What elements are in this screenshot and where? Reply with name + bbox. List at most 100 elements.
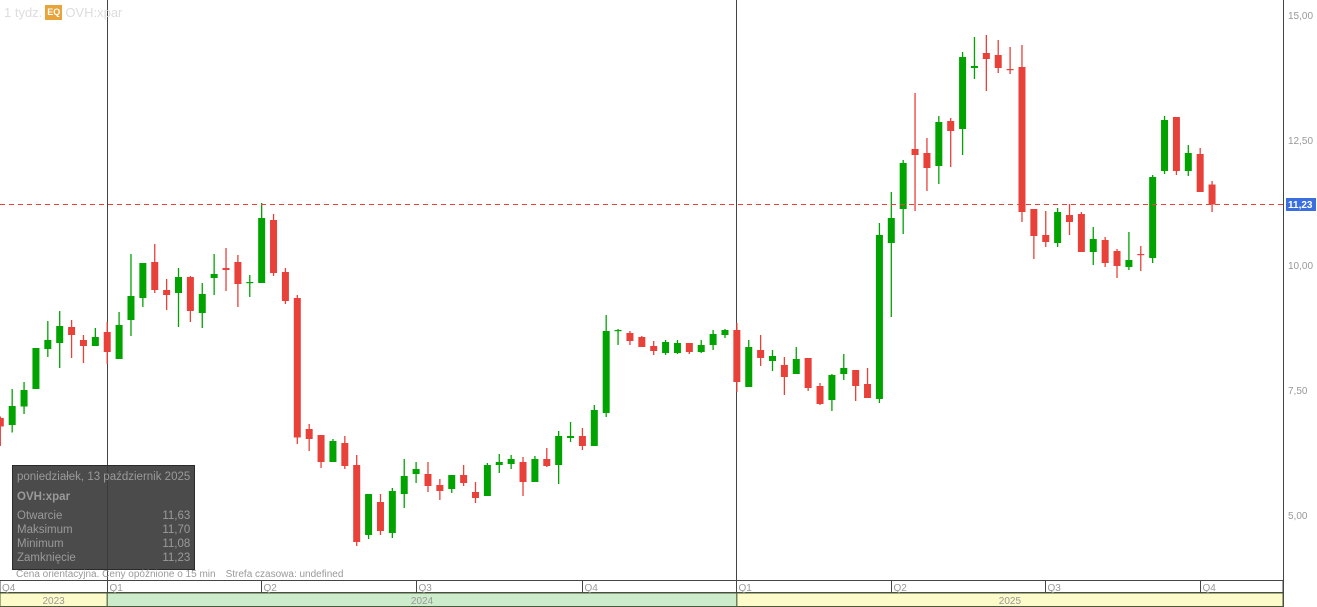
candle [1184,145,1192,176]
candle [412,462,420,483]
candle [1089,227,1097,265]
year-label: 2023 [42,596,65,607]
candle-body [887,218,895,243]
candle [1101,237,1109,267]
candle [436,479,444,500]
candle-body [20,390,28,407]
candle-body [1208,184,1216,205]
candle [448,475,456,493]
candle-body [68,327,76,335]
timezone-note: Strefa czasowa: undefined [225,569,344,580]
candle [745,340,753,387]
quarter-label: Q4 [2,583,16,594]
y-tick-label: 12,50 [1288,136,1313,147]
candle [1196,148,1204,192]
candle-body [1089,239,1097,252]
tooltip-symbol: OVH:xpar [17,491,71,503]
row-label: Minimum [17,538,64,550]
candle [329,439,337,462]
candle-body [0,418,4,427]
candle [638,336,646,347]
candle [685,343,693,354]
candle-body [709,334,717,345]
candle [163,279,171,310]
quarter-label: Q1 [739,583,753,594]
candle-body [103,332,111,352]
candle [281,268,289,304]
candle-body [733,330,741,382]
interval-label[interactable]: 1 tydz. [4,5,43,20]
row-value: 11,63 [162,510,191,522]
quarter-label: Q3 [419,583,433,594]
candle-body [757,350,765,358]
candle-body [697,345,705,352]
candle [816,383,824,405]
candle [614,329,622,345]
candle [804,358,812,391]
candle-body [911,149,919,155]
candle [507,455,515,469]
candle [151,244,159,293]
candle-body [519,462,527,482]
tooltip-row-open: Otwarcie 11,63 [17,509,190,523]
candle-body [959,57,967,129]
candle-body [816,386,824,404]
row-label: Zamknięcie [17,552,76,564]
candle [353,455,361,546]
candle-body [234,262,242,284]
candle-body [840,368,848,374]
year-label: 2024 [411,596,434,607]
candle-body [792,359,800,374]
candle [400,459,408,508]
time-axis[interactable]: 2023 2024 2025 Q4 Q1 Q2 Q3 Q4 Q1 Q2 Q3 Q4 [0,580,1284,607]
candle [721,329,729,338]
row-label: Maksimum [17,524,73,536]
candle-body [804,358,812,388]
candle [8,389,16,433]
candle [175,268,182,327]
candle-body [400,476,408,494]
candle [1018,45,1026,222]
candle-body [543,459,551,466]
quarter-label: Q4 [585,583,599,594]
candle-body [210,274,218,278]
candle-body [780,365,788,377]
candle-body [448,475,456,489]
candle [970,37,978,79]
candle [1161,116,1169,174]
candle [198,283,206,328]
row-label: Otwarcie [17,510,63,522]
candle-body [531,459,539,482]
candle [1113,249,1121,278]
candle-body [1018,67,1026,212]
candle-body [127,296,135,320]
candle [1054,208,1062,247]
candle [1137,246,1145,271]
candle [769,350,776,371]
row-value: 11,70 [162,524,191,536]
candle [1172,117,1180,175]
year-label: 2025 [999,596,1022,607]
candle-body [376,502,384,531]
candle-body [163,290,171,295]
candle-body [175,277,182,293]
candle-body [1113,251,1121,266]
candle [293,295,301,444]
candle-body [828,375,836,400]
candle-body [139,263,147,298]
candle-body [388,491,396,533]
candle-body [1054,212,1062,243]
candle [982,35,990,91]
candle-body [626,333,634,341]
candle-body [436,485,444,491]
eq-badge: EQ [45,5,63,20]
candle-body [246,282,254,284]
candle-body [602,331,610,413]
candle [923,138,931,191]
y-tick-label: 5,00 [1288,511,1308,522]
ohlc-tooltip: poniedziałek, 13 październik 2025 OVH:xp… [12,465,196,570]
candle [852,370,860,401]
candle-body [79,340,87,346]
candle-body [186,277,194,311]
